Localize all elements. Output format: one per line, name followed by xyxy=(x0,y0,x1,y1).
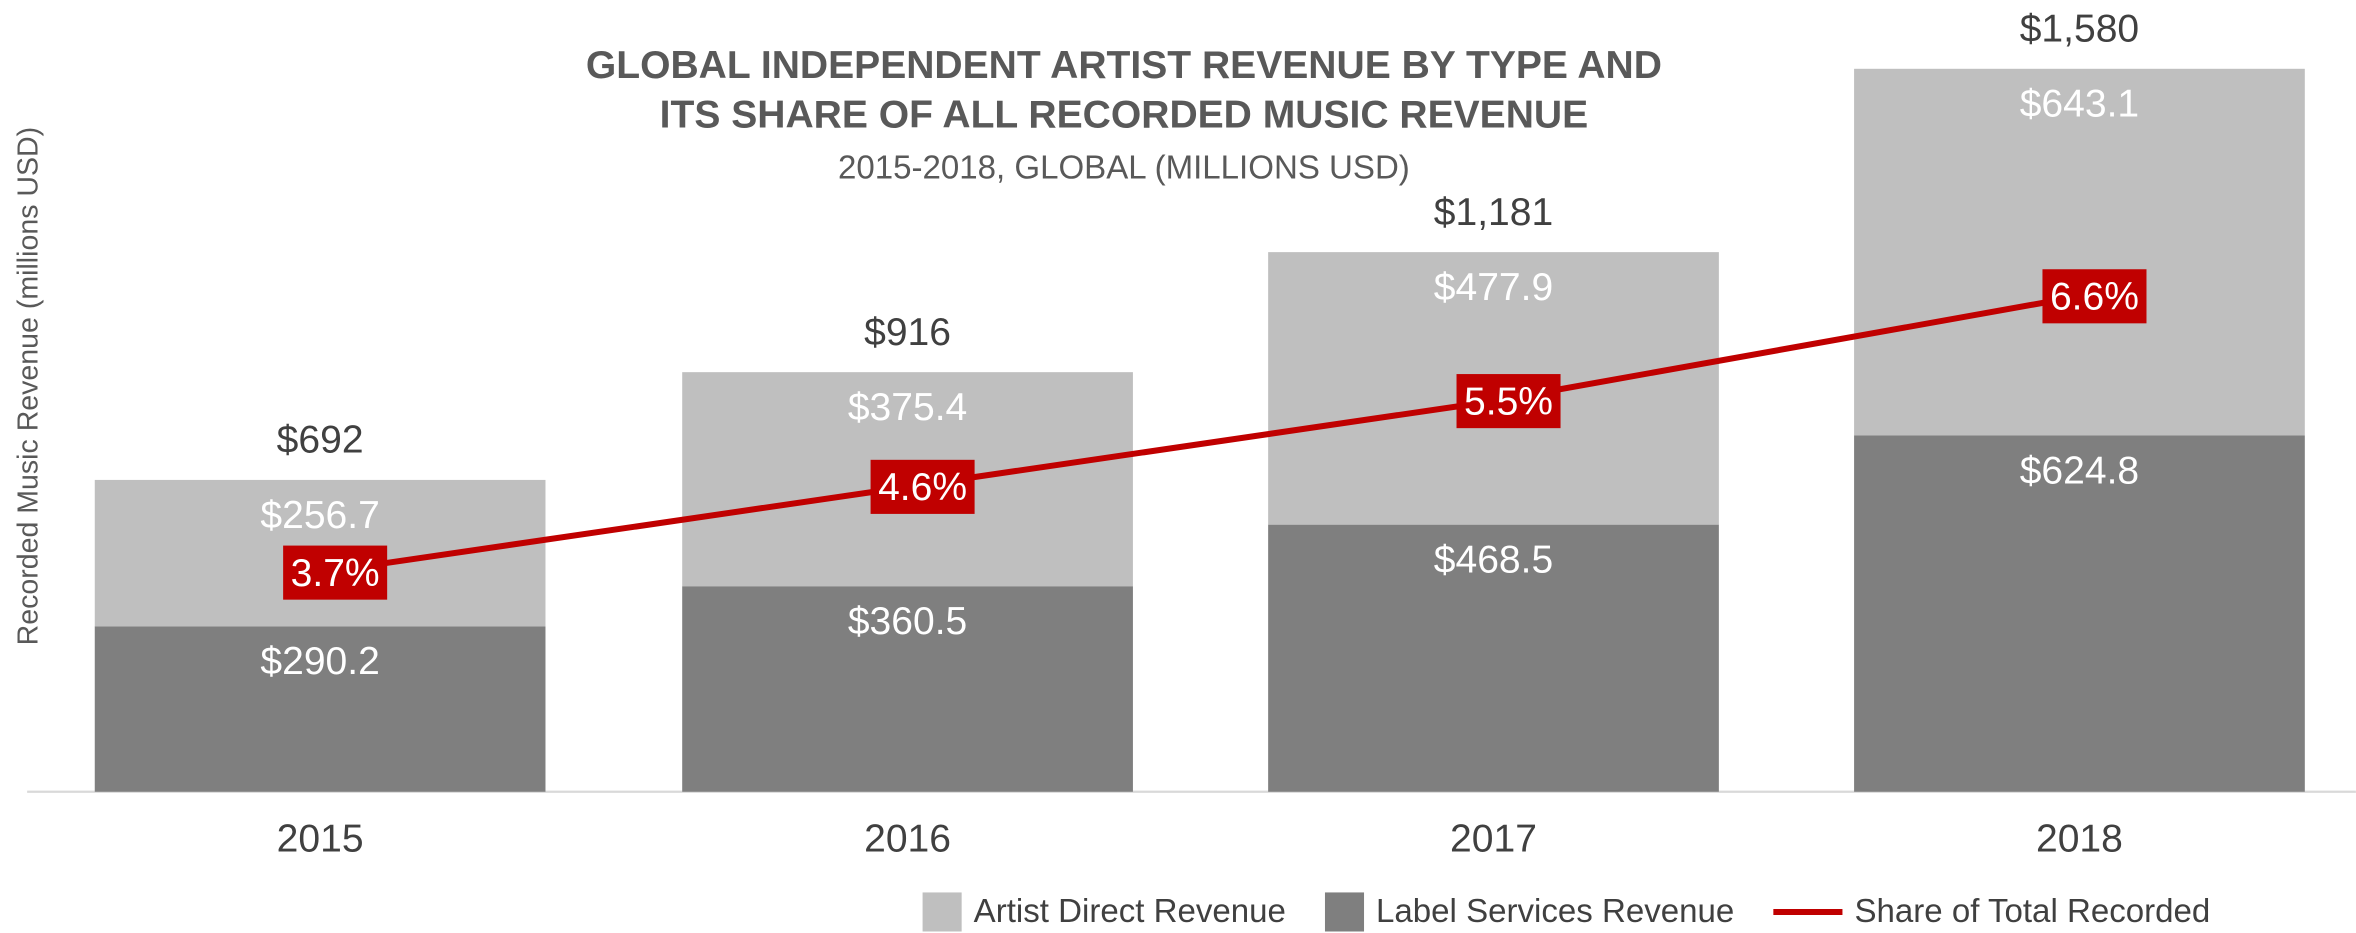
line xyxy=(319,293,2080,576)
legend-label: Artist Direct Revenue xyxy=(974,893,1286,930)
value-label: $290.2 xyxy=(260,640,379,683)
legend-label: Label Services Revenue xyxy=(1376,893,1734,930)
total-label: $692 xyxy=(277,419,364,462)
value-label-box xyxy=(870,459,975,514)
bar-segment xyxy=(1268,524,1719,792)
chart-subtitle: 2015-2018, GLOBAL (MILLIONS USD) xyxy=(838,150,1410,187)
total-label: $1,181 xyxy=(1434,191,1553,234)
legend-swatch xyxy=(1324,892,1365,932)
x-tick-label: 2018 xyxy=(2036,818,2123,861)
chart-title: GLOBAL INDEPENDENT ARTIST REVENUE BY TYP… xyxy=(586,44,1662,87)
total-label: $916 xyxy=(864,311,951,354)
total-label: $1,580 xyxy=(2020,8,2139,51)
value-label-box xyxy=(283,545,388,600)
value-label-box xyxy=(1456,374,1561,429)
value-label: 6.6% xyxy=(2050,276,2139,319)
legend-label: Share of Total Recorded xyxy=(1854,893,2210,930)
legend-swatch xyxy=(922,892,962,932)
value-label: $643.1 xyxy=(2020,83,2139,126)
value-label: $256.7 xyxy=(260,494,379,537)
bar-segment xyxy=(682,586,1133,792)
chart-title: ITS SHARE OF ALL RECORDED MUSIC REVENUE xyxy=(660,94,1589,137)
value-label: $468.5 xyxy=(1434,539,1553,582)
value-label: $477.9 xyxy=(1434,266,1553,309)
value-label: $360.5 xyxy=(848,600,967,643)
bar-segment xyxy=(1854,68,2305,436)
y-axis-label: Recorded Music Revenue (millions USD) xyxy=(13,127,45,646)
bar-segment xyxy=(1854,435,2305,792)
value-label: $375.4 xyxy=(848,386,967,429)
x-tick-label: 2015 xyxy=(277,818,364,861)
x-tick-label: 2016 xyxy=(864,818,951,861)
value-label: $624.8 xyxy=(2020,449,2139,492)
bar-segment xyxy=(94,626,546,792)
value-label-box xyxy=(2042,269,2147,324)
value-label: 5.5% xyxy=(1464,380,1553,423)
value-label: 3.7% xyxy=(291,552,380,595)
value-label: 4.6% xyxy=(878,466,967,509)
x-tick-label: 2017 xyxy=(1450,818,1537,861)
